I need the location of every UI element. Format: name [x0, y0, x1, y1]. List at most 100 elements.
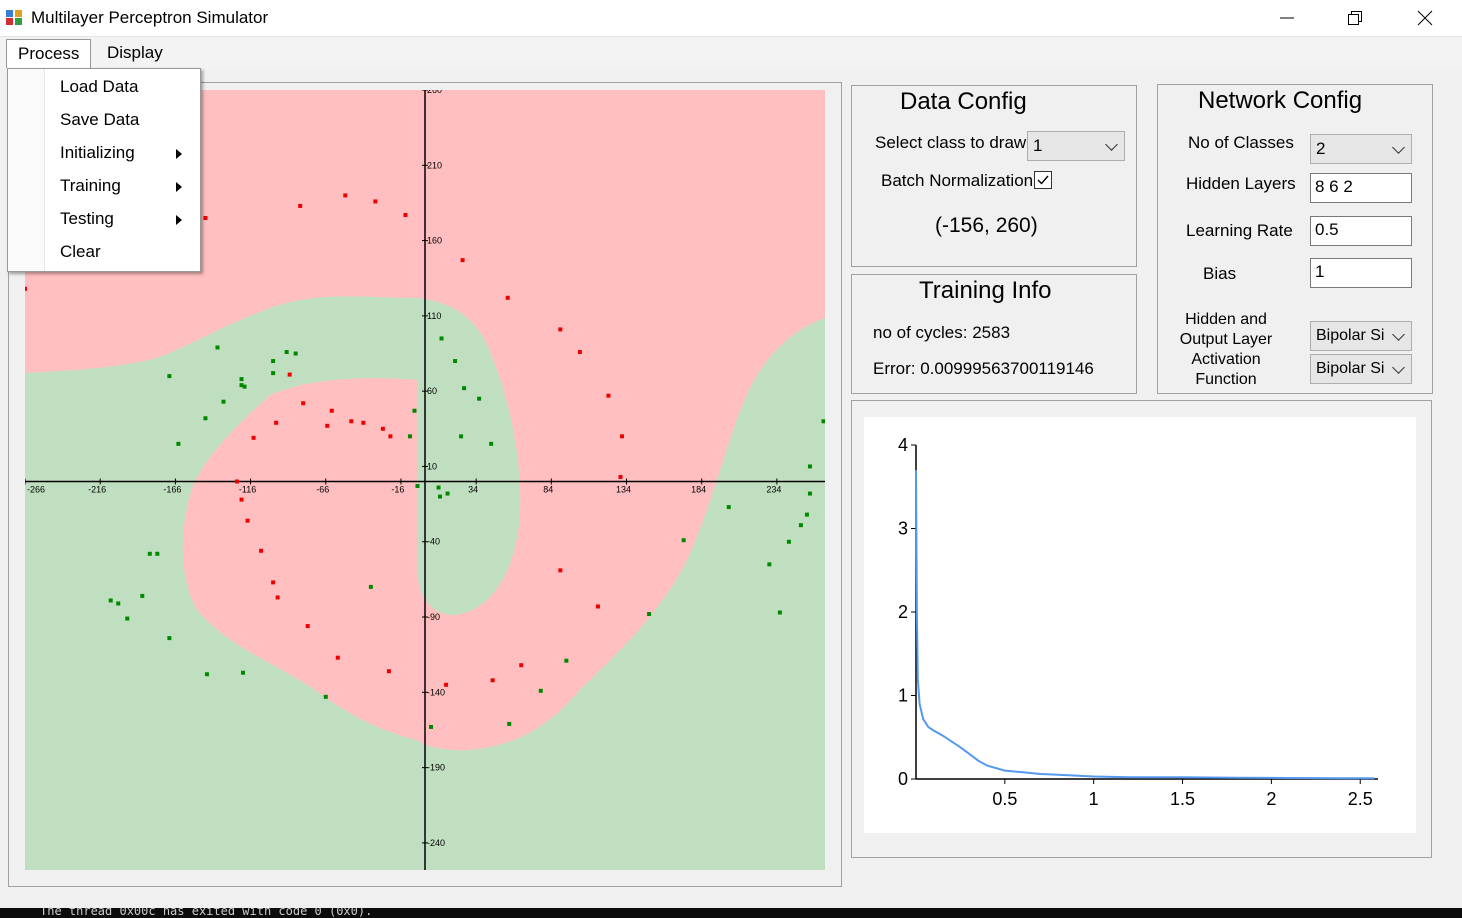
- class2-point: [798, 523, 803, 528]
- minimize-icon: [1280, 17, 1294, 19]
- class1-point: [606, 393, 611, 398]
- title-bar: Multilayer Perceptron Simulator: [0, 0, 1462, 36]
- dropdown-gutter: [8, 69, 45, 271]
- class2-point: [777, 610, 782, 615]
- class2-point: [167, 636, 172, 641]
- error-chart-background: [864, 417, 1416, 833]
- select-class-dropdown[interactable]: 1: [1027, 131, 1125, 161]
- menu-item-clear[interactable]: Clear: [60, 242, 101, 261]
- y-tick-label: -190: [427, 763, 445, 773]
- hidden-layers-label: Hidden Layers: [1186, 174, 1296, 193]
- cycles-text: no of cycles: 2583: [873, 323, 1011, 342]
- restore-button[interactable]: [1320, 0, 1390, 36]
- error-x-tick-label: 2.5: [1348, 789, 1373, 809]
- class2-point: [807, 464, 812, 469]
- minimize-button[interactable]: [1252, 0, 1322, 36]
- class2-point: [821, 419, 825, 424]
- class1-point: [301, 401, 306, 406]
- class2-point: [436, 485, 441, 490]
- class2-point: [489, 441, 494, 446]
- class1-point: [558, 327, 563, 332]
- app-icon: [6, 10, 22, 25]
- window-title: Multilayer Perceptron Simulator: [31, 8, 269, 27]
- class1-point: [275, 595, 280, 600]
- y-tick-label: 210: [427, 160, 442, 170]
- y-tick-label: 160: [427, 236, 442, 246]
- bias-input[interactable]: 1: [1310, 258, 1412, 288]
- classes-label: No of Classes: [1188, 133, 1294, 152]
- class2-point: [239, 383, 244, 388]
- data-config-title: Data Config: [900, 88, 1027, 115]
- class2-point: [564, 658, 569, 663]
- class1-point: [349, 419, 354, 424]
- menu-item-initializing[interactable]: Initializing: [60, 143, 135, 162]
- error-x-tick-label: 1.5: [1170, 789, 1195, 809]
- class2-point: [407, 434, 412, 439]
- class2-point: [786, 539, 791, 544]
- class1-point: [361, 420, 366, 425]
- output-activation-dropdown[interactable]: Bipolar Si: [1310, 354, 1412, 384]
- classes-dropdown[interactable]: 2: [1310, 134, 1412, 164]
- class2-point: [221, 399, 226, 404]
- menu-item-testing[interactable]: Testing: [60, 209, 114, 228]
- y-tick-label: -90: [427, 612, 440, 622]
- chevron-down-icon: [1392, 141, 1405, 154]
- class1-point: [619, 434, 624, 439]
- class1-point: [245, 518, 250, 523]
- class1-point: [203, 215, 208, 220]
- checkmark-icon: [1037, 175, 1049, 185]
- class1-point: [444, 682, 449, 687]
- hidden-activation-value: Bipolar Si: [1316, 327, 1385, 344]
- activation-label-line: Output Layer: [1179, 331, 1273, 348]
- console-text: The thread 0x00c has exited with code 0 …: [40, 908, 373, 918]
- class1-point: [239, 497, 244, 502]
- error-x-tick-label: 1: [1089, 789, 1099, 809]
- class1-point: [287, 372, 292, 377]
- class1-point: [595, 604, 600, 609]
- class1-point: [577, 350, 582, 355]
- class2-point: [271, 359, 276, 364]
- classes-value: 2: [1316, 139, 1326, 158]
- error-y-tick-label: 2: [898, 602, 908, 622]
- class1-point: [251, 435, 256, 440]
- menu-item-save-data[interactable]: Save Data: [60, 110, 140, 129]
- class2-point: [167, 374, 172, 379]
- error-y-tick-label: 4: [898, 435, 908, 455]
- class2-point: [140, 593, 145, 598]
- class1-point: [558, 568, 563, 573]
- activation-label-line: Function: [1195, 371, 1257, 388]
- class1-point: [298, 203, 303, 208]
- class1-point: [305, 624, 310, 629]
- class2-point: [726, 505, 731, 510]
- chevron-down-icon: [1392, 361, 1405, 374]
- hidden-layers-input[interactable]: 8 6 2: [1310, 173, 1412, 203]
- menu-display[interactable]: Display: [107, 43, 163, 62]
- class1-point: [403, 212, 408, 217]
- class2-point: [804, 512, 809, 517]
- submenu-arrow-icon: [176, 149, 182, 159]
- y-tick-label: 10: [427, 461, 437, 471]
- x-tick-label: -216: [88, 485, 106, 495]
- batch-normalization-checkbox[interactable]: [1034, 171, 1052, 189]
- close-button[interactable]: [1390, 0, 1460, 36]
- class1-point: [505, 295, 510, 300]
- class2-point: [368, 584, 373, 589]
- class2-point: [507, 721, 512, 726]
- menu-item-training[interactable]: Training: [60, 176, 121, 195]
- activation-label-line: Activation: [1191, 351, 1261, 368]
- menu-item-load-data[interactable]: Load Data: [60, 77, 139, 96]
- hidden-activation-dropdown[interactable]: Bipolar Si: [1310, 321, 1412, 351]
- class1-point: [25, 286, 27, 291]
- x-tick-label: 134: [616, 485, 631, 495]
- decision-plane-canvas[interactable]: -266 -216 -166 -116 -66 -16 34 84 134 184 234 260 21…: [25, 90, 825, 870]
- class1-point: [274, 420, 279, 425]
- restore-icon: [1348, 11, 1362, 25]
- y-tick-label: -240: [427, 838, 445, 848]
- class2-point: [239, 377, 244, 382]
- menu-process[interactable]: Process: [6, 39, 92, 68]
- class1-point: [386, 669, 391, 674]
- learning-rate-input[interactable]: 0.5: [1310, 216, 1412, 246]
- class2-point: [323, 694, 328, 699]
- y-tick-label: -40: [427, 537, 440, 547]
- x-tick-label: -166: [163, 485, 181, 495]
